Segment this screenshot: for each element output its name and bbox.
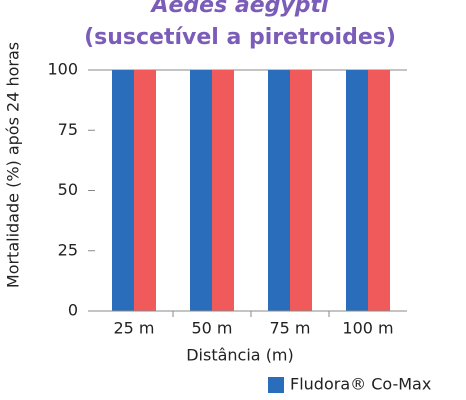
x-tick-label: 100 m bbox=[342, 319, 393, 338]
y-tick-label: 50 bbox=[58, 180, 78, 199]
chart-title: Aedes aegypti bbox=[149, 0, 328, 18]
bar bbox=[268, 70, 290, 311]
y-tick-label: 100 bbox=[47, 60, 78, 79]
bar bbox=[112, 70, 134, 311]
bar bbox=[368, 70, 390, 311]
y-tick-label: 0 bbox=[68, 301, 78, 320]
x-tick-label: 50 m bbox=[191, 319, 232, 338]
x-tick-label: 25 m bbox=[113, 319, 154, 338]
bar bbox=[290, 70, 312, 311]
y-axis-title: Mortalidade (%) após 24 horas bbox=[4, 42, 23, 288]
bar bbox=[190, 70, 212, 311]
x-tick-label: 75 m bbox=[269, 319, 310, 338]
x-axis-title: Distância (m) bbox=[186, 346, 294, 365]
legend-swatch bbox=[268, 377, 284, 393]
y-tick-label: 25 bbox=[58, 240, 78, 259]
y-tick-label: 75 bbox=[58, 120, 78, 139]
bar bbox=[134, 70, 156, 311]
legend-label: Fludora® Co-Max bbox=[290, 375, 431, 394]
bar bbox=[212, 70, 234, 311]
chart-subtitle: (suscetível a piretroides) bbox=[84, 25, 396, 50]
bar bbox=[346, 70, 368, 311]
